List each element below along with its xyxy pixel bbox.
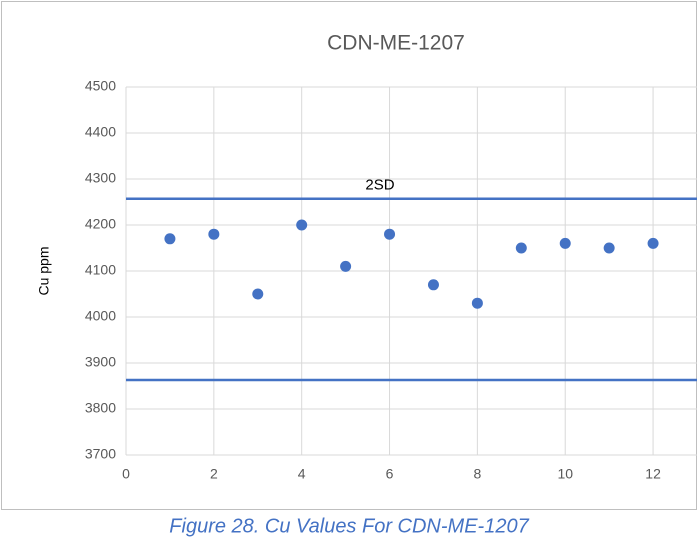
point bbox=[252, 288, 264, 300]
x-tick-label: 8 bbox=[473, 466, 481, 482]
x-tick-label: 0 bbox=[122, 466, 130, 482]
point bbox=[427, 279, 439, 291]
y-tick-label: 4100 bbox=[85, 262, 116, 278]
point bbox=[296, 219, 308, 231]
point bbox=[559, 237, 571, 249]
point bbox=[647, 237, 659, 249]
point bbox=[471, 297, 483, 309]
point bbox=[340, 260, 352, 272]
chart-border bbox=[1, 1, 697, 510]
x-tick-label: 12 bbox=[645, 466, 661, 482]
x-tick-label: 4 bbox=[298, 466, 306, 482]
y-tick-label: 3700 bbox=[85, 446, 116, 462]
y-tick-label: 3900 bbox=[85, 354, 116, 370]
point bbox=[603, 242, 615, 254]
y-tick-label: 4200 bbox=[85, 216, 116, 232]
x-tick-label: 10 bbox=[557, 466, 573, 482]
y-tick-label: 4000 bbox=[85, 308, 116, 324]
point bbox=[164, 233, 176, 245]
chart-title: CDN-ME-1207 bbox=[327, 32, 465, 55]
point bbox=[515, 242, 527, 254]
x-tick-label: 6 bbox=[386, 466, 394, 482]
y-tick-label: 3800 bbox=[85, 400, 116, 416]
x-tick-label: 2 bbox=[210, 466, 218, 482]
reference-label: 2SD bbox=[365, 177, 394, 194]
y-axis-label: Cu ppm bbox=[36, 246, 52, 295]
y-tick-label: 4300 bbox=[85, 170, 116, 186]
y-tick-label: 4500 bbox=[85, 78, 116, 94]
point bbox=[384, 228, 396, 240]
y-tick-label: 4400 bbox=[85, 124, 116, 140]
caption: Figure 28. Cu Values For CDN-ME-1207 bbox=[169, 515, 529, 537]
point bbox=[208, 228, 220, 240]
